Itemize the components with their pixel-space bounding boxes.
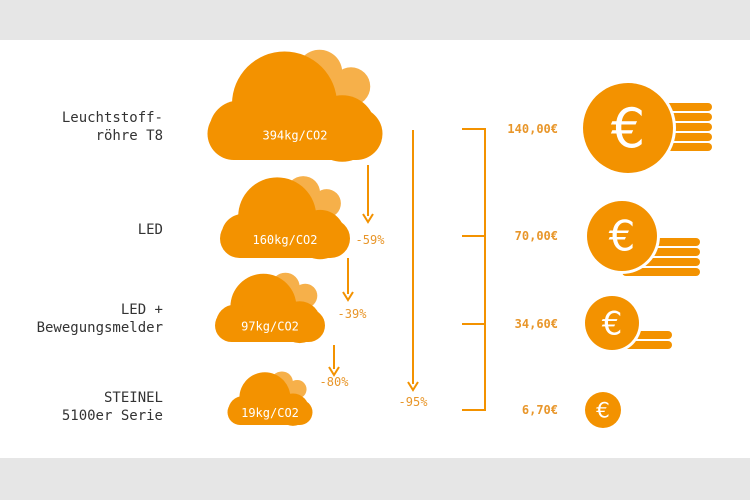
- cost-value: 70,00€: [515, 229, 558, 243]
- co2-value: 394kg/CO2: [262, 129, 327, 143]
- coin: [587, 201, 657, 271]
- reduction: -39%: [338, 307, 368, 321]
- row-label: Leuchtstoff-: [62, 110, 163, 126]
- arrow-head: [328, 366, 340, 377]
- coin-symbol: €: [609, 212, 636, 261]
- cloud-part: [227, 399, 313, 425]
- reduction: -59%: [356, 233, 386, 247]
- row-label: STEINEL: [104, 390, 163, 406]
- cloud: [227, 371, 313, 426]
- row-label: Bewegungsmelder: [37, 320, 163, 336]
- row-label: LED: [138, 222, 163, 238]
- row-label: LED +: [121, 302, 163, 318]
- coin: [585, 296, 639, 350]
- co2-value: 160kg/CO2: [252, 233, 317, 247]
- cloud: [215, 272, 325, 344]
- co2-value: 19kg/CO2: [241, 406, 299, 420]
- total-reduction: -95%: [399, 395, 429, 409]
- row-label: 5100er Serie: [62, 408, 163, 424]
- cloud-part: [215, 309, 325, 342]
- reduction: -80%: [320, 375, 350, 389]
- cloud: [220, 176, 350, 260]
- coin: [583, 83, 673, 173]
- bottom-band: [0, 458, 750, 500]
- co2-value: 97kg/CO2: [241, 320, 299, 334]
- row-label: röhre T8: [96, 128, 163, 144]
- cost-value: 6,70€: [522, 403, 558, 417]
- top-band: [0, 0, 750, 40]
- arrow-head: [362, 213, 374, 224]
- coin-stack: [622, 268, 700, 276]
- coin-symbol: €: [602, 304, 623, 342]
- coin-symbol: €: [596, 399, 610, 424]
- cloud-part: [207, 107, 383, 160]
- coin: [585, 392, 621, 428]
- cloud: [207, 49, 383, 162]
- cloud-part: [220, 219, 350, 258]
- arrow-head: [342, 291, 354, 302]
- cost-value: 140,00€: [507, 122, 558, 136]
- cost-value: 34,60€: [515, 317, 558, 331]
- coin-symbol: €: [611, 97, 645, 160]
- arrow-head: [407, 381, 419, 392]
